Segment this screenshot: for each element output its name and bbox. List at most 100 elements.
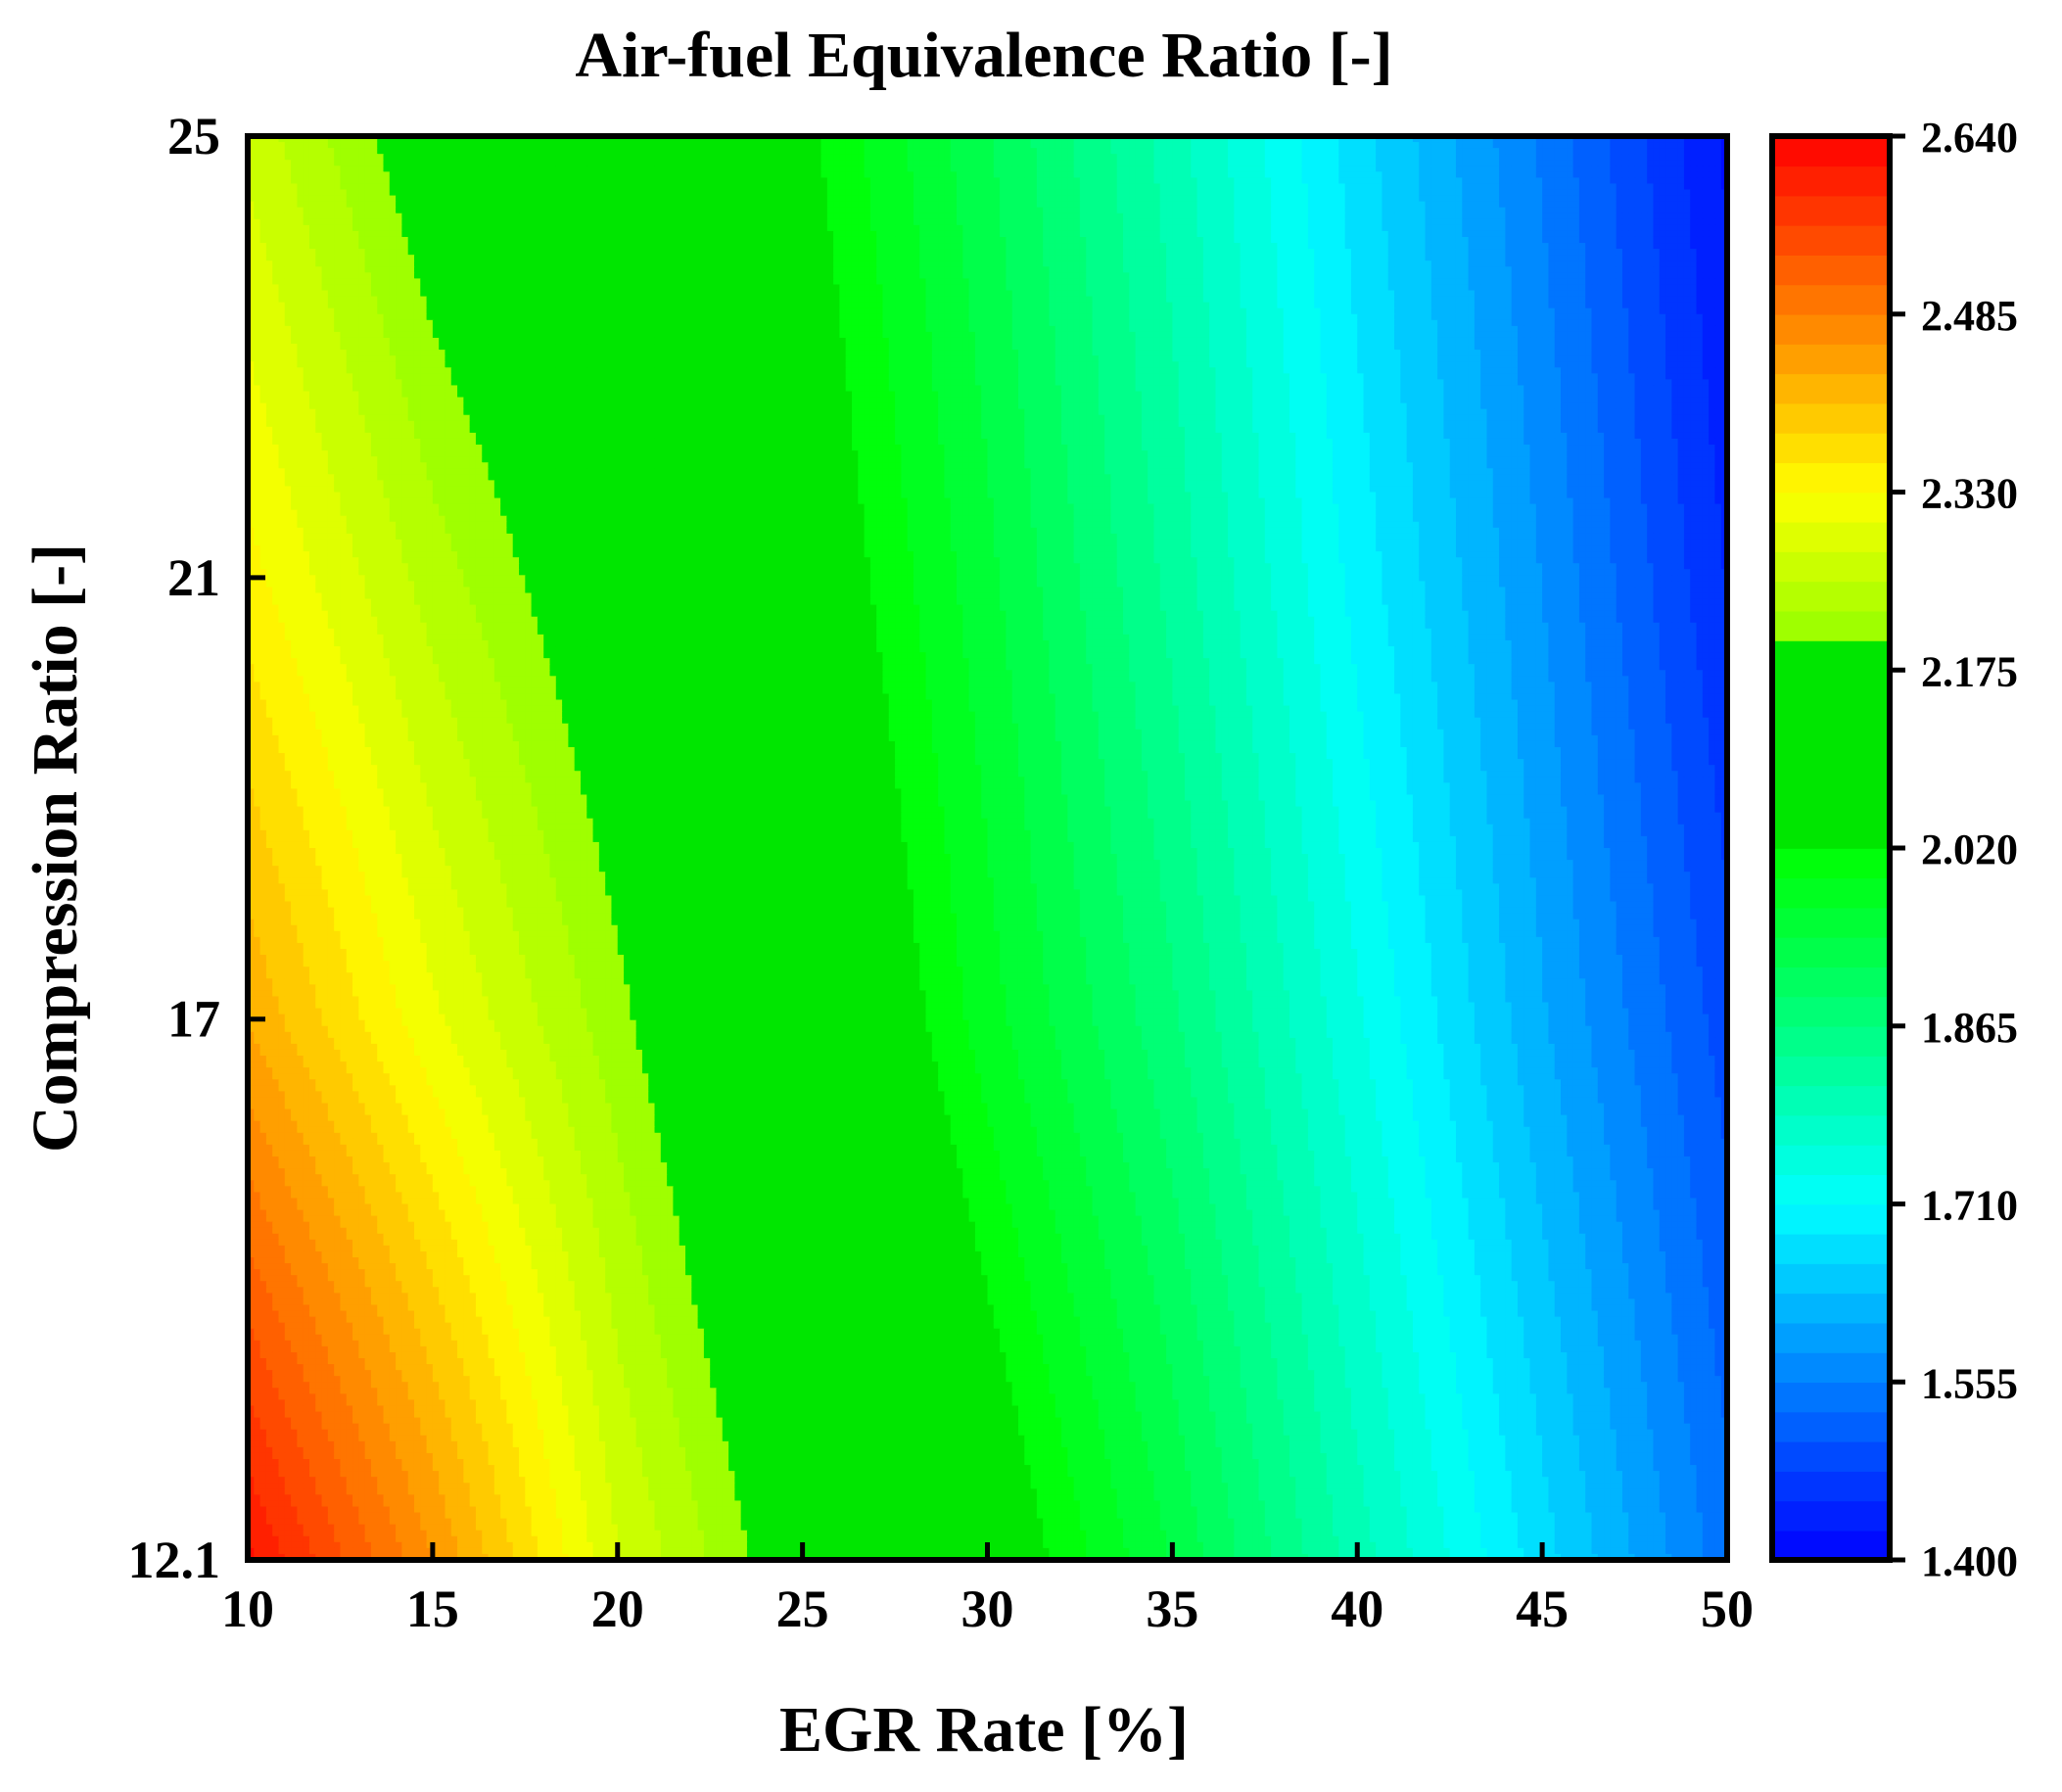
contour-cell <box>723 171 729 178</box>
contour-cell <box>1080 183 1087 190</box>
contour-cell <box>1431 154 1438 161</box>
contour-cell <box>1573 202 1580 209</box>
contour-cell <box>741 219 748 226</box>
contour-cell <box>1061 190 1068 197</box>
contour-cell <box>944 154 951 161</box>
contour-cell <box>1117 160 1124 166</box>
contour-cell <box>1215 219 1222 226</box>
contour-cell <box>433 208 440 214</box>
contour-cell <box>278 208 285 214</box>
contour-cell <box>1265 208 1272 214</box>
contour-cell <box>944 165 951 172</box>
contour-cell <box>882 148 889 155</box>
contour-cell <box>1697 148 1704 155</box>
contour-cell <box>1289 177 1296 184</box>
contour-cell <box>1413 177 1420 184</box>
contour-cell <box>766 160 773 166</box>
contour-cell <box>1228 202 1235 209</box>
contour-cell <box>315 183 322 190</box>
contour-cell <box>433 160 440 166</box>
contour-cell <box>506 190 513 197</box>
contour-cell <box>1486 208 1493 214</box>
contour-cell <box>315 208 322 214</box>
contour-cell <box>1185 171 1192 178</box>
contour-cell <box>772 219 778 226</box>
contour-cell <box>297 171 304 178</box>
contour-cell <box>1604 160 1611 166</box>
contour-cell <box>1215 142 1222 149</box>
contour-cell <box>482 183 489 190</box>
contour-cell <box>1037 142 1044 149</box>
contour-cell <box>1160 183 1167 190</box>
contour-cell <box>1628 213 1635 220</box>
contour-cell <box>593 213 600 220</box>
contour-cell <box>1338 183 1345 190</box>
contour-cell <box>876 208 883 214</box>
contour-cell <box>1486 196 1493 203</box>
contour-cell <box>1153 160 1160 166</box>
contour-cell <box>254 177 260 184</box>
contour-cell <box>1228 154 1235 161</box>
contour-cell <box>347 208 353 214</box>
contour-cell <box>352 142 359 149</box>
contour-cell <box>427 202 434 209</box>
contour-cell <box>710 154 717 161</box>
contour-cell <box>593 177 600 184</box>
contour-cell <box>698 171 705 178</box>
contour-cell <box>1376 154 1382 161</box>
contour-cell <box>568 213 575 220</box>
contour-cell <box>575 213 582 220</box>
contour-cell <box>568 202 575 209</box>
contour-cell <box>1523 177 1530 184</box>
contour-cell <box>895 165 902 172</box>
contour-cell <box>630 177 636 184</box>
contour-cell <box>772 148 778 155</box>
contour-cell <box>599 190 606 197</box>
contour-cell <box>1394 171 1401 178</box>
contour-cell <box>1142 165 1148 172</box>
contour-cell <box>322 177 329 184</box>
contour-cell <box>1486 183 1493 190</box>
contour-cell <box>1093 213 1100 220</box>
contour-cell <box>667 219 674 226</box>
contour-cell <box>543 208 550 214</box>
contour-cell <box>1153 213 1160 220</box>
contour-cell <box>988 208 995 214</box>
contour-cell <box>532 148 539 155</box>
contour-cell <box>1641 177 1648 184</box>
contour-cell <box>1703 190 1710 197</box>
contour-cell <box>1617 208 1623 214</box>
contour-cell <box>1660 142 1666 149</box>
contour-cell <box>494 142 501 149</box>
contour-cell <box>1215 148 1222 155</box>
contour-cell <box>1203 177 1210 184</box>
contour-cell <box>328 196 335 203</box>
contour-cell <box>1031 148 1038 155</box>
contour-cell <box>1055 190 1062 197</box>
contour-cell <box>1530 148 1537 155</box>
contour-cell <box>1277 213 1284 220</box>
contour-cell <box>352 165 359 172</box>
contour-cell <box>593 171 600 178</box>
contour-cell <box>365 171 372 178</box>
contour-cell <box>1179 196 1186 203</box>
contour-cell <box>1400 213 1407 220</box>
contour-cell <box>766 148 773 155</box>
contour-cell <box>1252 208 1259 214</box>
contour-cell <box>698 219 705 226</box>
contour-cell <box>532 177 539 184</box>
contour-cell <box>377 160 384 166</box>
contour-cell <box>914 177 920 184</box>
contour-cell <box>1469 148 1476 155</box>
contour-cell <box>1351 154 1358 161</box>
contour-cell <box>1080 160 1087 166</box>
contour-cell <box>489 160 495 166</box>
contour-cell <box>1166 154 1173 161</box>
contour-cell <box>1493 213 1500 220</box>
contour-cell <box>1437 154 1444 161</box>
contour-cell <box>1641 142 1648 149</box>
contour-cell <box>1314 148 1321 155</box>
contour-cell <box>1031 177 1038 184</box>
contour-cell <box>1622 160 1629 166</box>
contour-cell <box>1376 183 1382 190</box>
